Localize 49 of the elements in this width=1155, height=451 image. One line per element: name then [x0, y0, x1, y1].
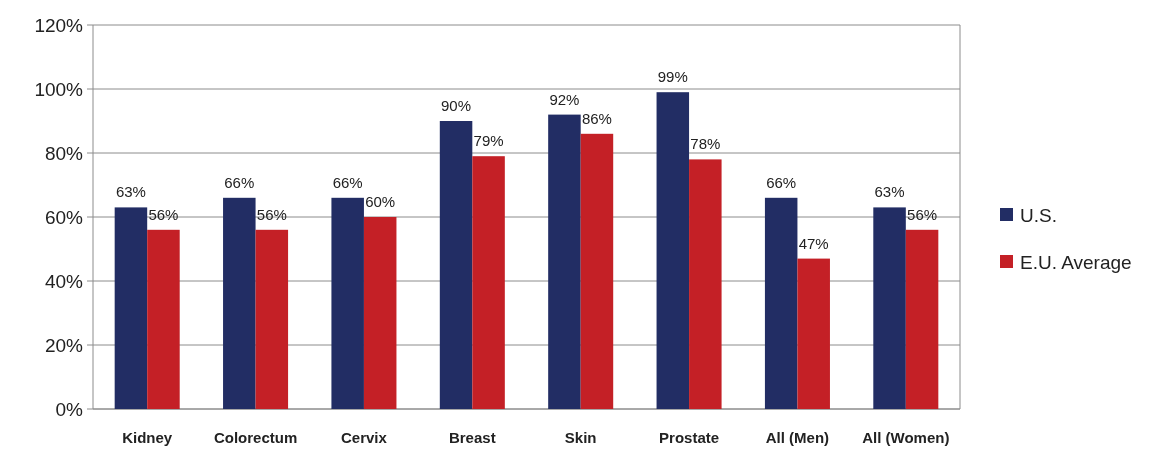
bar: [255, 229, 289, 409]
data-label: 56%: [148, 205, 179, 223]
data-label: 99%: [657, 68, 688, 86]
x-tick-label: Colorectum: [213, 429, 298, 446]
x-tick-label: Prostate: [659, 429, 720, 446]
data-label: 47%: [798, 234, 829, 252]
bar: [873, 207, 906, 409]
bar: [439, 121, 473, 409]
bar: [905, 229, 939, 409]
y-tick-label: 20%: [44, 334, 84, 356]
bar: [797, 258, 830, 409]
legend-label: E.U. Average: [1020, 251, 1132, 273]
bar: [331, 197, 364, 409]
data-label: 90%: [441, 97, 472, 114]
data-label: 63%: [115, 183, 146, 201]
data-label: 66%: [332, 173, 363, 191]
x-tick-label: Skin: [564, 429, 597, 446]
data-label: 66%: [224, 173, 255, 191]
bar: [764, 197, 798, 409]
x-tick-label: All (Women): [862, 429, 950, 446]
data-label: 56%: [907, 205, 938, 223]
y-tick-label: 0%: [55, 398, 84, 420]
x-tick-label: Breast: [448, 429, 496, 446]
y-tick-label: 80%: [44, 142, 84, 164]
bar: [472, 156, 505, 409]
data-label: 66%: [766, 173, 797, 191]
data-label: 63%: [874, 183, 905, 201]
bar: [223, 197, 256, 409]
x-tick-label: All (Men): [765, 429, 830, 446]
data-label: 79%: [473, 132, 504, 150]
bar: [548, 114, 581, 409]
bar: [363, 217, 397, 409]
bar: [580, 133, 614, 409]
bar: [689, 159, 722, 409]
bar: [147, 229, 180, 409]
y-tick-label: 60%: [44, 206, 84, 228]
data-label: 56%: [256, 205, 287, 223]
y-tick-label: 100%: [34, 78, 84, 100]
data-label: 60%: [365, 193, 396, 210]
data-label: 92%: [549, 90, 580, 108]
legend-label: U.S.: [1020, 204, 1057, 226]
x-tick-label: Kidney: [122, 429, 173, 446]
bar: [114, 207, 148, 409]
data-label: 78%: [690, 135, 721, 153]
y-tick-label: 40%: [44, 270, 84, 292]
x-tick-label: Cervix: [341, 429, 388, 446]
y-tick-label: 120%: [34, 14, 84, 36]
bar: [656, 92, 690, 409]
data-label: 86%: [581, 109, 612, 127]
